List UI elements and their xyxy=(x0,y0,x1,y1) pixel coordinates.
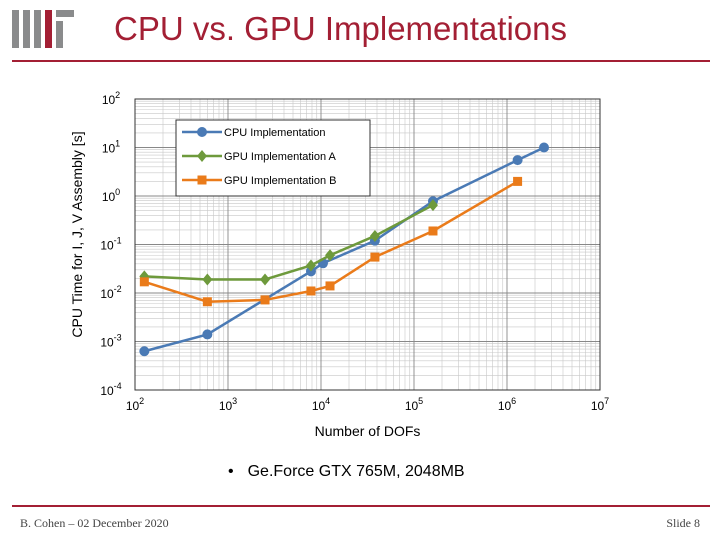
data-point xyxy=(260,295,270,305)
series-line xyxy=(144,146,545,353)
data-point xyxy=(428,226,438,236)
legend-entry: GPU Implementation B xyxy=(182,175,337,187)
series-2 xyxy=(139,199,438,286)
x-tick-label: 107 xyxy=(591,396,609,413)
y-tick-label: 10-4 xyxy=(100,381,121,398)
data-point xyxy=(202,329,213,340)
series-line xyxy=(143,180,519,304)
legend-label: GPU Implementation B xyxy=(224,175,337,187)
series-3 xyxy=(139,176,523,307)
legend-label: GPU Implementation A xyxy=(224,151,337,163)
legend-entry: CPU Implementation xyxy=(182,127,326,139)
data-point xyxy=(139,277,149,287)
data-point xyxy=(369,229,380,242)
y-tick-label: 100 xyxy=(102,187,120,204)
y-tick-label: 102 xyxy=(102,90,120,107)
x-tick-label: 105 xyxy=(405,396,423,413)
bullet-symbol: • xyxy=(228,463,234,480)
data-point xyxy=(202,273,213,286)
data-point xyxy=(370,252,380,262)
y-tick-labels: 10-4 10-3 10-2 10-1 100 101 102 xyxy=(100,90,121,398)
data-point xyxy=(139,346,150,357)
legend-marker xyxy=(197,127,207,137)
data-point xyxy=(325,249,336,262)
y-tick-label: 10-3 xyxy=(100,333,121,350)
data-point xyxy=(539,142,550,153)
x-tick-label: 103 xyxy=(219,396,237,413)
data-point xyxy=(325,281,335,291)
data-point xyxy=(202,297,212,307)
bullet-point: • Ge.Force GTX 765M, 2048MB xyxy=(228,463,465,481)
x-tick-label: 102 xyxy=(126,396,144,413)
legend-marker xyxy=(197,175,207,185)
x-axis-label: Number of DOFs xyxy=(315,423,421,439)
series-line xyxy=(144,203,434,281)
data-point xyxy=(427,199,438,212)
data-point xyxy=(512,155,523,166)
data-point xyxy=(306,286,316,296)
plot-frame xyxy=(134,98,601,391)
data-point xyxy=(513,176,523,186)
data-point xyxy=(260,273,271,286)
data-point xyxy=(305,259,316,272)
y-tick-label: 10-1 xyxy=(100,236,121,253)
mit-logo xyxy=(12,10,74,48)
y-axis-label: CPU Time for I, J, V Assembly [s] xyxy=(69,131,85,337)
legend-entry: GPU Implementation A xyxy=(182,150,337,163)
x-tick-label: 104 xyxy=(312,396,330,413)
footer-author: B. Cohen – 02 December 2020 xyxy=(20,516,169,530)
slide-number: Slide 8 xyxy=(666,516,700,530)
legend: CPU Implementation GPU Implementation A GP… xyxy=(175,119,371,197)
x-tick-labels: 102 103 104 105 106 107 xyxy=(126,396,609,413)
footer-divider xyxy=(12,505,710,507)
series-group xyxy=(139,142,550,357)
bullet-text: Ge.Force GTX 765M, 2048MB xyxy=(247,463,465,480)
y-tick-label: 101 xyxy=(102,139,120,156)
y-tick-label: 10-2 xyxy=(100,284,121,301)
legend-marker xyxy=(197,150,207,162)
slide-title: CPU vs. GPU Implementations xyxy=(114,10,567,47)
x-tick-label: 106 xyxy=(498,396,516,413)
title-divider xyxy=(12,60,710,62)
legend-label: CPU Implementation xyxy=(224,127,326,139)
